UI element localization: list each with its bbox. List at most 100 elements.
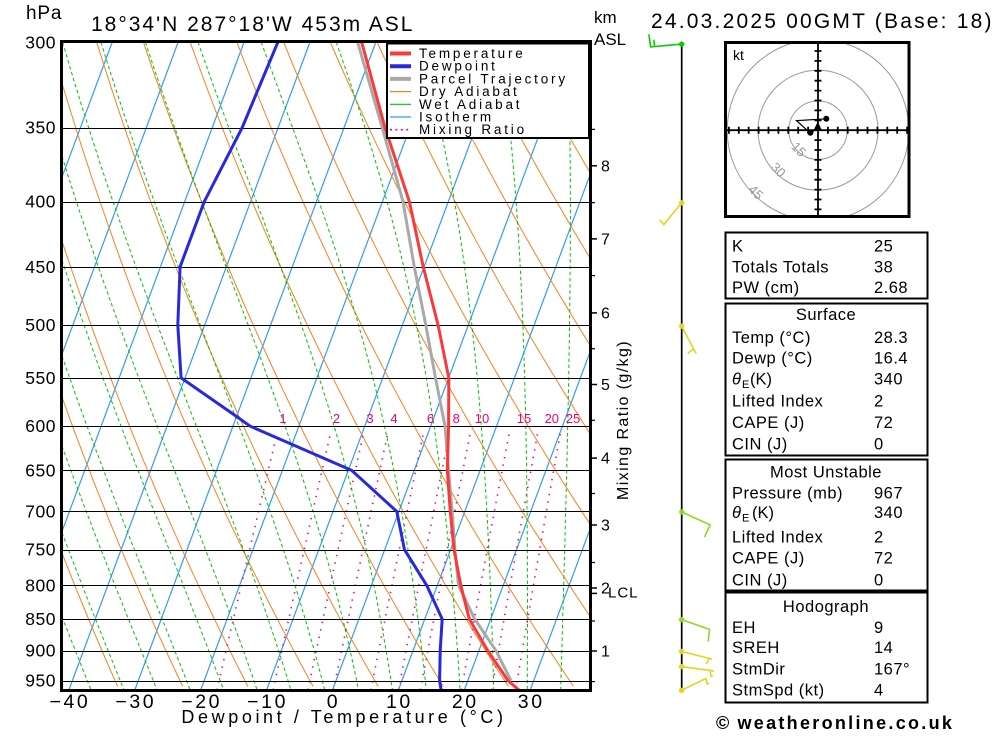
svg-text:967: 967 — [874, 485, 903, 503]
svg-text:PW (cm): PW (cm) — [732, 279, 800, 297]
svg-text:6: 6 — [601, 305, 610, 322]
svg-text:400: 400 — [25, 192, 56, 212]
svg-text:6: 6 — [427, 411, 434, 426]
svg-text:340: 340 — [874, 504, 903, 522]
svg-text:Lifted Index: Lifted Index — [732, 393, 824, 411]
svg-text:2: 2 — [601, 581, 610, 598]
svg-text:4: 4 — [874, 682, 884, 700]
svg-text:km: km — [594, 8, 617, 27]
svg-text:−20: −20 — [181, 691, 222, 713]
svg-text:CIN (J): CIN (J) — [732, 572, 788, 590]
svg-text:8: 8 — [601, 158, 610, 175]
svg-text:900: 900 — [25, 641, 56, 661]
svg-text:Totals Totals: Totals Totals — [732, 258, 829, 276]
svg-text:Dewp (°C): Dewp (°C) — [732, 350, 813, 368]
svg-text:0: 0 — [874, 436, 884, 454]
svg-text:CAPE (J): CAPE (J) — [732, 414, 805, 432]
svg-text:18°34'N 287°18'W 453m ASL: 18°34'N 287°18'W 453m ASL — [91, 13, 414, 36]
svg-text:Most Unstable: Most Unstable — [770, 463, 882, 481]
svg-text:−30: −30 — [115, 691, 156, 713]
svg-text:28.3: 28.3 — [874, 329, 908, 347]
svg-text:Hodograph: Hodograph — [783, 598, 869, 616]
svg-text:Wet Adiabat: Wet Adiabat — [419, 97, 522, 112]
svg-text:450: 450 — [25, 257, 56, 277]
svg-text:−40: −40 — [49, 691, 90, 713]
svg-text:Temp (°C): Temp (°C) — [732, 329, 811, 347]
svg-text:ASL: ASL — [594, 30, 626, 49]
svg-text:E: E — [742, 513, 749, 525]
svg-text:14: 14 — [874, 639, 893, 657]
svg-text:0: 0 — [327, 691, 340, 713]
svg-text:CAPE (J): CAPE (J) — [732, 550, 805, 568]
svg-text:300: 300 — [25, 32, 56, 52]
svg-text:72: 72 — [874, 414, 893, 432]
svg-text:3: 3 — [366, 411, 373, 426]
svg-text:Dewpoint / Temperature (°C): Dewpoint / Temperature (°C) — [181, 707, 506, 727]
svg-text:500: 500 — [25, 315, 56, 335]
svg-text:750: 750 — [25, 540, 56, 560]
svg-text:16.4: 16.4 — [874, 350, 908, 368]
svg-text:167°: 167° — [874, 661, 910, 679]
svg-text:9: 9 — [874, 619, 884, 637]
svg-text:StmDir: StmDir — [732, 661, 785, 679]
svg-text:2: 2 — [874, 528, 884, 546]
svg-text:CIN (J): CIN (J) — [732, 436, 788, 454]
svg-text:0: 0 — [874, 572, 884, 590]
svg-text:30: 30 — [518, 691, 545, 713]
svg-text:−10: −10 — [247, 691, 288, 713]
svg-text:850: 850 — [25, 609, 56, 629]
svg-text:4: 4 — [601, 451, 610, 468]
svg-text:20: 20 — [545, 411, 559, 426]
svg-text:Temperature: Temperature — [419, 46, 526, 61]
svg-text:Surface: Surface — [796, 306, 856, 324]
svg-text:Mixing Ratio (g/kg): Mixing Ratio (g/kg) — [615, 340, 632, 500]
svg-text:340: 340 — [874, 371, 903, 389]
svg-text:20: 20 — [452, 691, 479, 713]
svg-text:350: 350 — [25, 118, 56, 138]
svg-text:24.03.2025 00GMT (Base: 18): 24.03.2025 00GMT (Base: 18) — [651, 10, 994, 33]
svg-text:EH: EH — [732, 619, 756, 637]
svg-text:2: 2 — [333, 411, 340, 426]
svg-text:Isotherm: Isotherm — [419, 110, 494, 125]
svg-text:800: 800 — [25, 575, 56, 595]
svg-text:Parcel Trajectory: Parcel Trajectory — [419, 71, 568, 86]
svg-text:θ: θ — [732, 371, 741, 389]
svg-text:650: 650 — [25, 460, 56, 480]
svg-text:θ: θ — [732, 504, 741, 522]
svg-text:(K): (K) — [750, 371, 772, 389]
svg-text:4: 4 — [390, 411, 397, 426]
svg-text:25: 25 — [566, 411, 580, 426]
svg-text:Lifted Index: Lifted Index — [732, 528, 824, 546]
svg-text:E: E — [742, 379, 749, 391]
svg-text:Dry Adiabat: Dry Adiabat — [419, 84, 520, 99]
svg-text:2: 2 — [874, 393, 884, 411]
svg-text:7: 7 — [601, 231, 610, 248]
svg-text:600: 600 — [25, 416, 56, 436]
svg-text:10: 10 — [386, 691, 413, 713]
svg-text:SREH: SREH — [732, 639, 780, 657]
svg-text:Mixing Ratio: Mixing Ratio — [419, 122, 527, 137]
svg-text:K: K — [732, 238, 744, 256]
svg-text:5: 5 — [601, 377, 610, 394]
svg-text:8: 8 — [453, 411, 460, 426]
svg-text:hPa: hPa — [26, 3, 62, 24]
svg-text:25: 25 — [874, 238, 893, 256]
svg-text:Pressure (mb): Pressure (mb) — [732, 485, 843, 503]
svg-text:kt: kt — [733, 47, 744, 63]
svg-text:(K): (K) — [752, 504, 774, 522]
svg-text:StmSpd (kt): StmSpd (kt) — [732, 682, 825, 700]
svg-text:38: 38 — [874, 258, 893, 276]
svg-text:15: 15 — [517, 411, 531, 426]
svg-text:1: 1 — [279, 411, 286, 426]
svg-text:10: 10 — [475, 411, 489, 426]
svg-text:950: 950 — [25, 671, 56, 691]
svg-text:1: 1 — [601, 644, 610, 661]
svg-text:3: 3 — [601, 518, 610, 535]
svg-text:LCL: LCL — [608, 585, 639, 602]
svg-text:2.68: 2.68 — [874, 279, 908, 297]
svg-text:700: 700 — [25, 502, 56, 522]
svg-text:72: 72 — [874, 550, 893, 568]
svg-text:© weatheronline.co.uk: © weatheronline.co.uk — [716, 713, 954, 733]
svg-text:Dewpoint: Dewpoint — [419, 59, 498, 74]
svg-text:550: 550 — [25, 368, 56, 388]
